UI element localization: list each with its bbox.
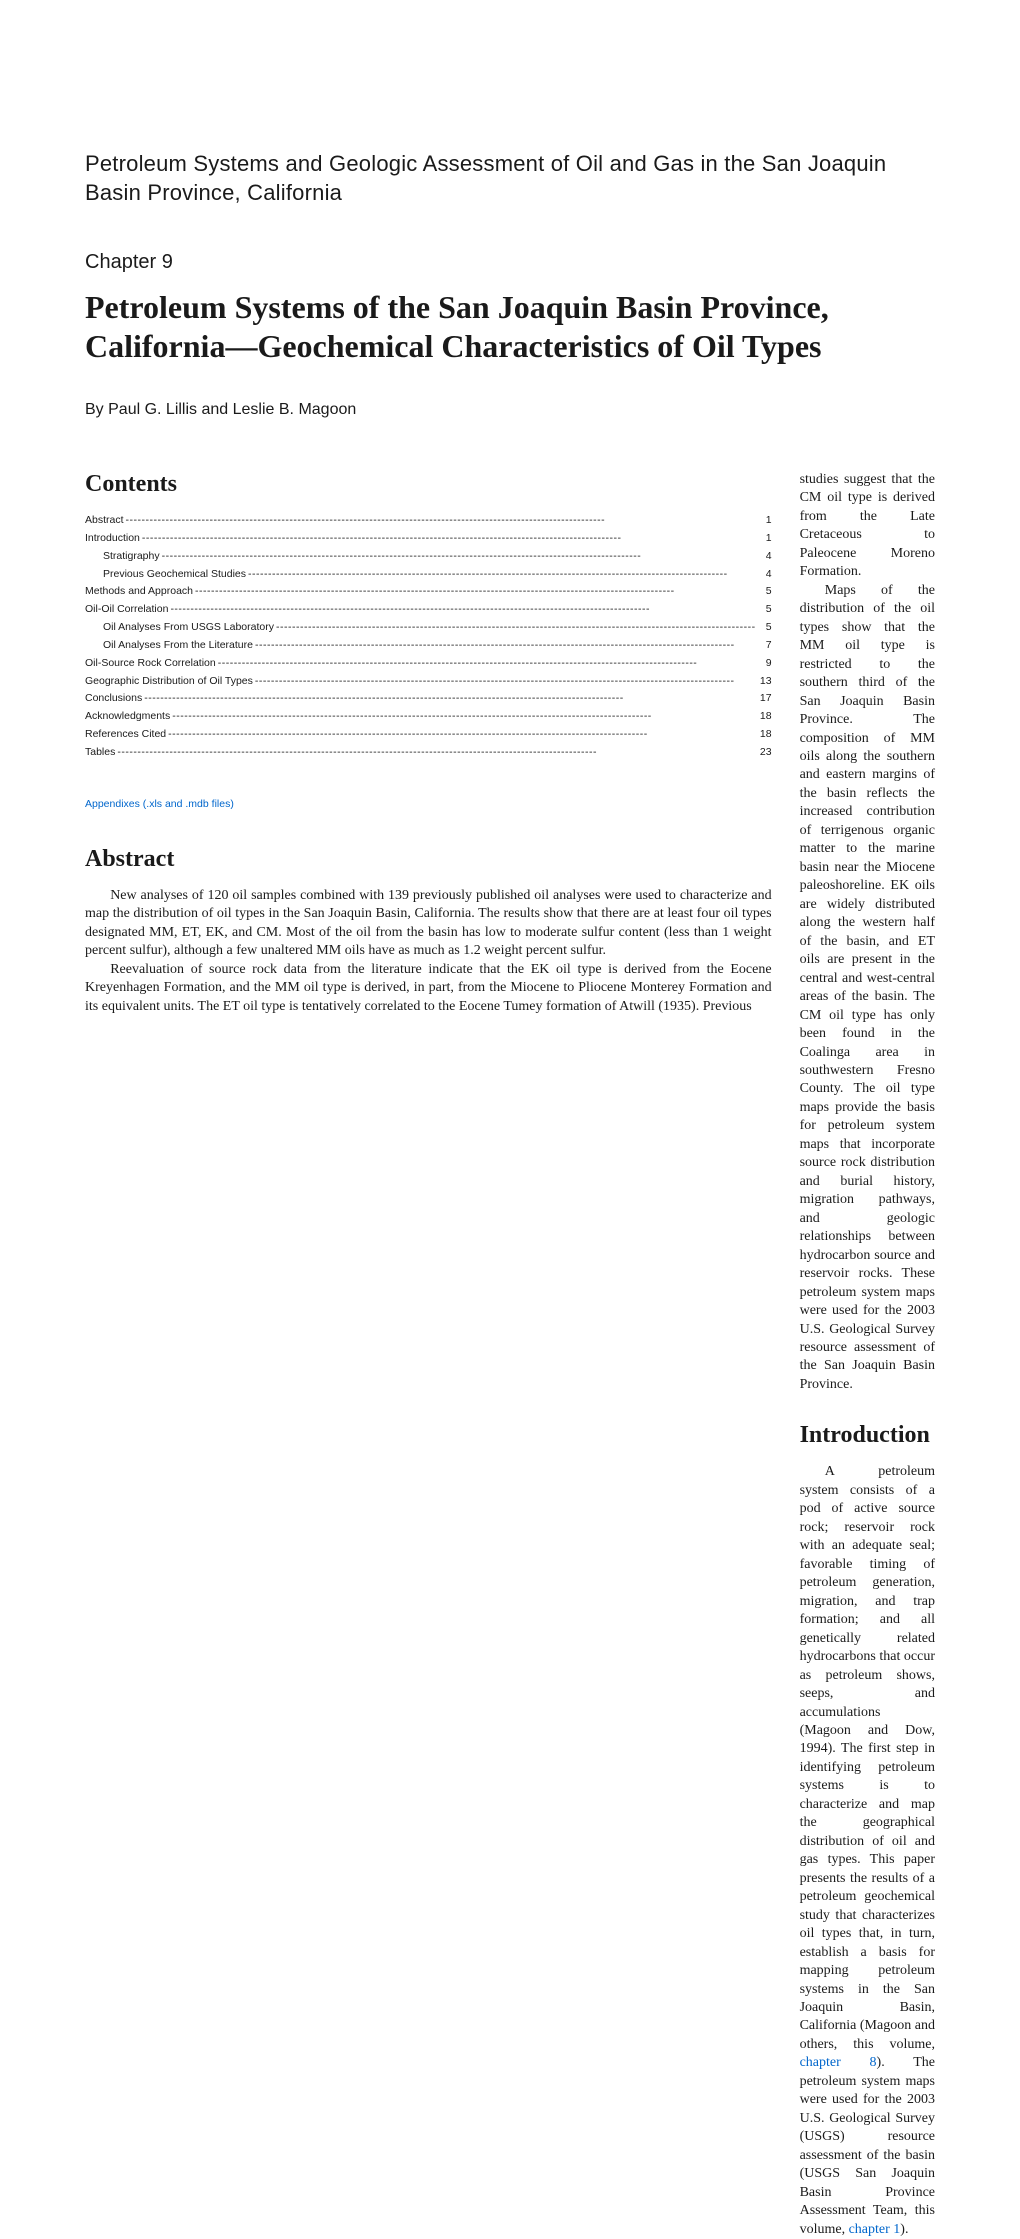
toc-leader: [166, 726, 757, 744]
appendix-link[interactable]: Appendixes (.xls and .mdb files): [85, 798, 772, 810]
toc-row: Oil Analyses From the Literature 7: [85, 637, 772, 655]
toc-leader: [253, 637, 758, 655]
toc-leader: [142, 690, 757, 708]
toc-row: Methods and Approach 5: [85, 583, 772, 601]
toc-page-number: 5: [758, 619, 772, 637]
chapter-link[interactable]: chapter 1: [849, 2222, 901, 2237]
toc-label: Oil-Oil Correlation: [85, 601, 168, 619]
toc-page-number: 13: [758, 673, 772, 691]
toc-label: Tables: [85, 744, 115, 762]
toc-leader: [170, 708, 757, 726]
toc-leader: [115, 744, 757, 762]
contents-heading: Contents: [85, 471, 772, 498]
toc-label: Acknowledgments: [85, 708, 170, 726]
body-paragraph: Maps of the distribution of the oil type…: [800, 582, 935, 1395]
toc-label: Previous Geochemical Studies: [103, 566, 246, 584]
toc-leader: [160, 548, 758, 566]
toc-label: Oil Analyses From USGS Laboratory: [103, 619, 274, 637]
toc-page-number: 23: [758, 744, 772, 762]
left-column: Contents Abstract1Introduction1Stratigra…: [85, 471, 772, 2239]
toc-row: Previous Geochemical Studies 4: [85, 566, 772, 584]
toc-page-number: 5: [758, 601, 772, 619]
abstract-body: New analyses of 120 oil samples combined…: [85, 887, 772, 1016]
intro-text: ).: [900, 2222, 908, 2237]
toc-label: References Cited: [85, 726, 166, 744]
toc-label: Abstract: [85, 512, 124, 530]
intro-text: A petroleum system consists of a pod of …: [800, 1464, 935, 2052]
toc-row: References Cited 18: [85, 726, 772, 744]
toc-label: Oil Analyses From the Literature: [103, 637, 253, 655]
toc-row: Geographic Distribution of Oil Types 13: [85, 673, 772, 691]
toc-leader: [124, 512, 758, 530]
toc-leader: [193, 583, 758, 601]
toc-row: Stratigraphy 4: [85, 548, 772, 566]
abstract-paragraph: Reevaluation of source rock data from th…: [85, 961, 772, 1016]
toc-label: Stratigraphy: [103, 548, 160, 566]
toc-page-number: 5: [758, 583, 772, 601]
toc-row: Conclusions 17: [85, 690, 772, 708]
toc-row: Oil-Oil Correlation 5: [85, 601, 772, 619]
toc-leader: [168, 601, 757, 619]
introduction-body: A petroleum system consists of a pod of …: [800, 1463, 935, 2239]
toc-label: Geographic Distribution of Oil Types: [85, 673, 253, 691]
table-of-contents: Abstract1Introduction1Stratigraphy4Previ…: [85, 512, 772, 762]
toc-page-number: 17: [758, 690, 772, 708]
toc-row: Tables 23: [85, 744, 772, 762]
toc-page-number: 18: [758, 708, 772, 726]
toc-page-number: 1: [758, 530, 772, 548]
toc-page-number: 7: [758, 637, 772, 655]
chapter-link[interactable]: chapter 8: [800, 2055, 877, 2070]
toc-page-number: 4: [758, 566, 772, 584]
page-title: Petroleum Systems of the San Joaquin Bas…: [85, 288, 935, 365]
abstract-continuation: studies suggest that the CM oil type is …: [800, 471, 935, 1394]
toc-row: Introduction 1: [85, 530, 772, 548]
right-column: studies suggest that the CM oil type is …: [800, 471, 935, 2239]
toc-row: Acknowledgments 18: [85, 708, 772, 726]
abstract-paragraph: New analyses of 120 oil samples combined…: [85, 887, 772, 961]
two-column-layout: Contents Abstract1Introduction1Stratigra…: [85, 471, 935, 2239]
introduction-heading: Introduction: [800, 1422, 935, 1449]
toc-page-number: 1: [758, 512, 772, 530]
toc-page-number: 9: [758, 655, 772, 673]
toc-row: Oil-Source Rock Correlation 9: [85, 655, 772, 673]
toc-row: Oil Analyses From USGS Laboratory 5: [85, 619, 772, 637]
toc-label: Oil-Source Rock Correlation: [85, 655, 216, 673]
toc-leader: [253, 673, 758, 691]
document-supertitle: Petroleum Systems and Geologic Assessmen…: [85, 150, 935, 207]
intro-text: ). The petroleum system maps were used f…: [800, 2055, 935, 2236]
chapter-label: Chapter 9: [85, 251, 935, 274]
toc-leader: [140, 530, 758, 548]
introduction-paragraph: A petroleum system consists of a pod of …: [800, 1463, 935, 2239]
abstract-heading: Abstract: [85, 846, 772, 873]
byline: By Paul G. Lillis and Leslie B. Magoon: [85, 401, 935, 419]
toc-leader: [274, 619, 758, 637]
toc-label: Methods and Approach: [85, 583, 193, 601]
toc-leader: [246, 566, 758, 584]
toc-label: Introduction: [85, 530, 140, 548]
toc-row: Abstract 1: [85, 512, 772, 530]
toc-leader: [216, 655, 758, 673]
body-paragraph: studies suggest that the CM oil type is …: [800, 471, 935, 582]
toc-label: Conclusions: [85, 690, 142, 708]
toc-page-number: 18: [758, 726, 772, 744]
toc-page-number: 4: [758, 548, 772, 566]
